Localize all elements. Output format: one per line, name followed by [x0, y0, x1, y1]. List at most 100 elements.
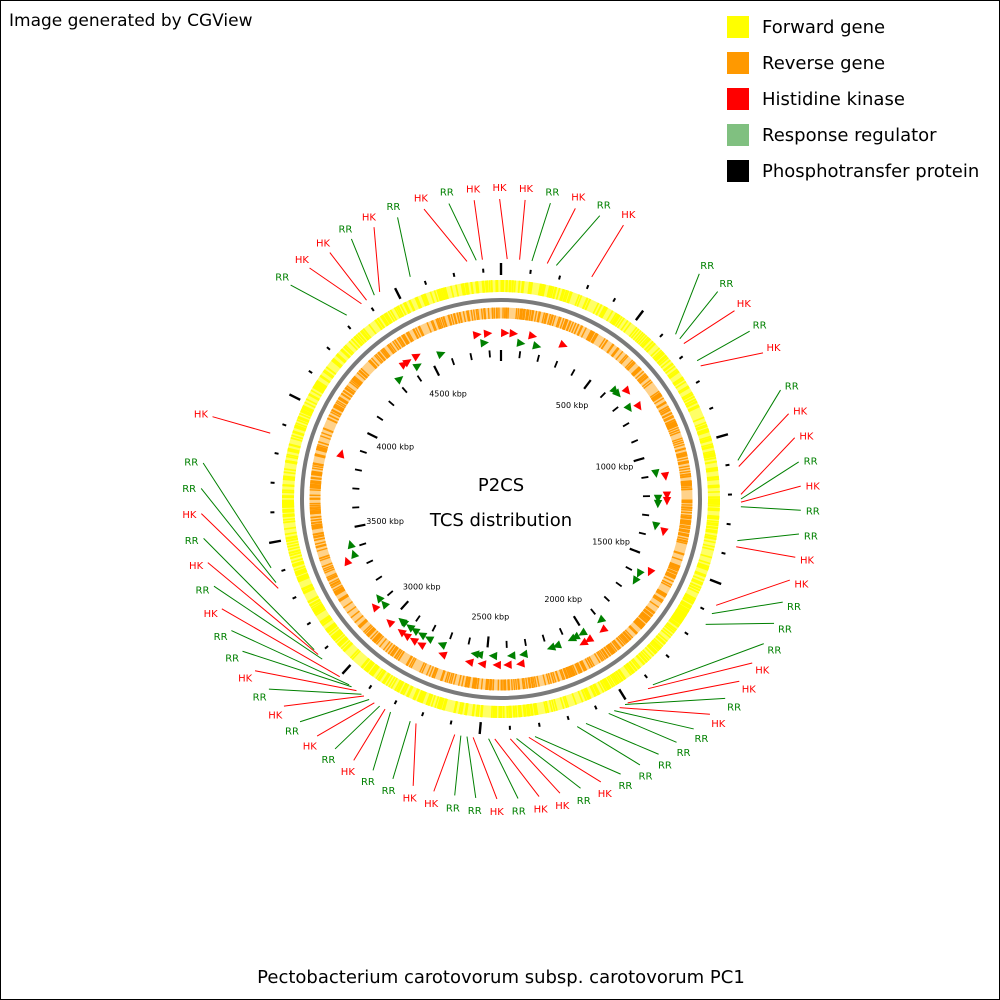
- hk-callout-line: [472, 737, 498, 800]
- reverse-gene: [310, 518, 322, 522]
- forward-gene: [297, 415, 310, 422]
- forward-gene: [320, 616, 332, 625]
- rr-label: RR: [727, 702, 741, 713]
- forward-gene: [577, 690, 584, 703]
- reverse-gene: [568, 321, 575, 333]
- forward-gene: [282, 476, 296, 480]
- reverse-gene: [620, 355, 629, 365]
- reverse-gene: [453, 313, 458, 325]
- forward-gene: [630, 328, 640, 339]
- reverse-gene: [317, 443, 329, 449]
- forward-gene: [294, 424, 307, 430]
- reverse-gene: [662, 412, 673, 419]
- reverse-gene: [669, 429, 680, 435]
- forward-gene: [522, 704, 526, 717]
- reverse-gene: [624, 629, 634, 639]
- forward-gene: [511, 280, 514, 293]
- hk-marker: [500, 328, 510, 338]
- forward-gene: [636, 654, 646, 665]
- forward-gene: [300, 409, 313, 416]
- forward-gene: [670, 616, 682, 625]
- reverse-gene: [309, 511, 322, 514]
- reverse-gene: [401, 334, 408, 346]
- reverse-gene: [521, 308, 525, 320]
- legend-swatch-forward-gene: [727, 16, 749, 38]
- reverse-gene: [314, 453, 326, 458]
- reverse-gene: [358, 369, 368, 379]
- hk-label: HK: [555, 801, 570, 812]
- forward-gene: [434, 696, 440, 709]
- forward-gene: [513, 705, 516, 718]
- rr-label: RR: [184, 458, 198, 469]
- reverse-gene: [652, 394, 663, 402]
- forward-gene: [440, 288, 445, 301]
- forward-gene: [430, 695, 436, 707]
- rr-label: RR: [338, 225, 352, 236]
- forward-gene: [340, 639, 351, 650]
- forward-gene: [696, 427, 709, 434]
- forward-gene: [698, 559, 711, 565]
- reverse-gene: [407, 331, 415, 342]
- forward-gene: [287, 546, 300, 551]
- hk-label: HK: [711, 719, 726, 730]
- reverse-gene: [676, 453, 688, 458]
- forward-gene: [653, 637, 664, 648]
- hk-label: HK: [268, 710, 283, 721]
- reverse-gene: [405, 655, 413, 666]
- forward-gene: [480, 705, 483, 718]
- rr-marker: [636, 568, 645, 578]
- inner-minor-tick: [449, 632, 454, 640]
- reverse-gene: [676, 452, 688, 457]
- forward-gene: [413, 688, 420, 701]
- forward-gene: [699, 435, 712, 441]
- hk-label: HK: [799, 431, 814, 442]
- forward-gene: [559, 697, 565, 710]
- inner-minor-tick: [488, 350, 491, 358]
- forward-gene: [707, 509, 720, 512]
- forward-gene: [597, 681, 605, 693]
- forward-gene: [658, 357, 669, 366]
- reverse-gene: [631, 367, 641, 376]
- forward-gene: [399, 304, 407, 316]
- reverse-gene: [448, 672, 453, 684]
- forward-gene: [706, 519, 719, 523]
- inner-minor-tick: [590, 608, 596, 615]
- inner-minor-tick: [558, 627, 564, 636]
- reverse-gene: [319, 556, 331, 562]
- reverse-gene: [310, 477, 322, 481]
- forward-gene: [313, 383, 325, 392]
- forward-gene: [694, 421, 707, 428]
- forward-gene: [665, 623, 677, 632]
- rr-callout-line: [711, 601, 783, 615]
- reverse-gene: [346, 605, 357, 614]
- reverse-gene: [628, 625, 638, 635]
- forward-gene: [419, 691, 426, 704]
- hk-callout-line: [221, 608, 340, 678]
- forward-gene: [438, 697, 444, 710]
- outer-minor-tick: [537, 722, 541, 727]
- reverse-gene: [338, 593, 349, 601]
- forward-gene: [295, 422, 308, 428]
- forward-gene: [385, 674, 394, 686]
- reverse-gene: [387, 644, 396, 655]
- forward-gene: [297, 575, 310, 581]
- forward-gene: [460, 702, 465, 715]
- forward-gene: [369, 664, 379, 676]
- forward-gene: [357, 332, 367, 343]
- inner-major-tick: [354, 523, 366, 528]
- rr-callout-line: [454, 735, 462, 796]
- forward-gene: [294, 425, 307, 431]
- reverse-gene: [609, 642, 618, 652]
- reverse-gene: [680, 511, 693, 514]
- inner-minor-tick: [553, 360, 559, 368]
- forward-gene: [520, 281, 524, 294]
- hk-callout-line: [546, 208, 576, 264]
- reverse-gene: [651, 392, 662, 400]
- forward-gene: [598, 305, 606, 318]
- hk-callout-line: [329, 252, 367, 301]
- forward-gene: [706, 523, 719, 527]
- reverse-gene: [565, 667, 571, 678]
- map-title-line-2: TCS distribution: [429, 510, 572, 531]
- reverse-gene: [311, 523, 323, 527]
